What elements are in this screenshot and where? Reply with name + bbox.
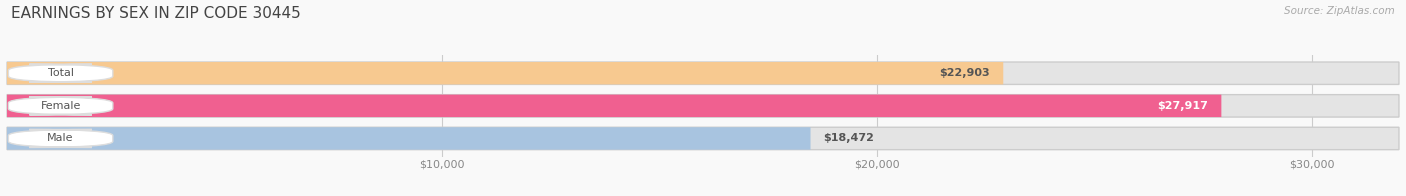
Text: Male: Male [48, 133, 75, 143]
FancyBboxPatch shape [7, 127, 1399, 150]
Text: Total: Total [48, 68, 73, 78]
FancyBboxPatch shape [7, 127, 810, 150]
Text: Female: Female [41, 101, 80, 111]
FancyBboxPatch shape [8, 64, 112, 82]
FancyBboxPatch shape [7, 95, 1399, 117]
Text: $22,903: $22,903 [939, 68, 990, 78]
FancyBboxPatch shape [8, 97, 112, 115]
Text: EARNINGS BY SEX IN ZIP CODE 30445: EARNINGS BY SEX IN ZIP CODE 30445 [11, 6, 301, 21]
FancyBboxPatch shape [7, 62, 1004, 84]
FancyBboxPatch shape [8, 130, 112, 147]
Text: $27,917: $27,917 [1157, 101, 1208, 111]
Text: $18,472: $18,472 [824, 133, 875, 143]
Text: Source: ZipAtlas.com: Source: ZipAtlas.com [1284, 6, 1395, 16]
FancyBboxPatch shape [7, 62, 1399, 84]
FancyBboxPatch shape [7, 95, 1222, 117]
